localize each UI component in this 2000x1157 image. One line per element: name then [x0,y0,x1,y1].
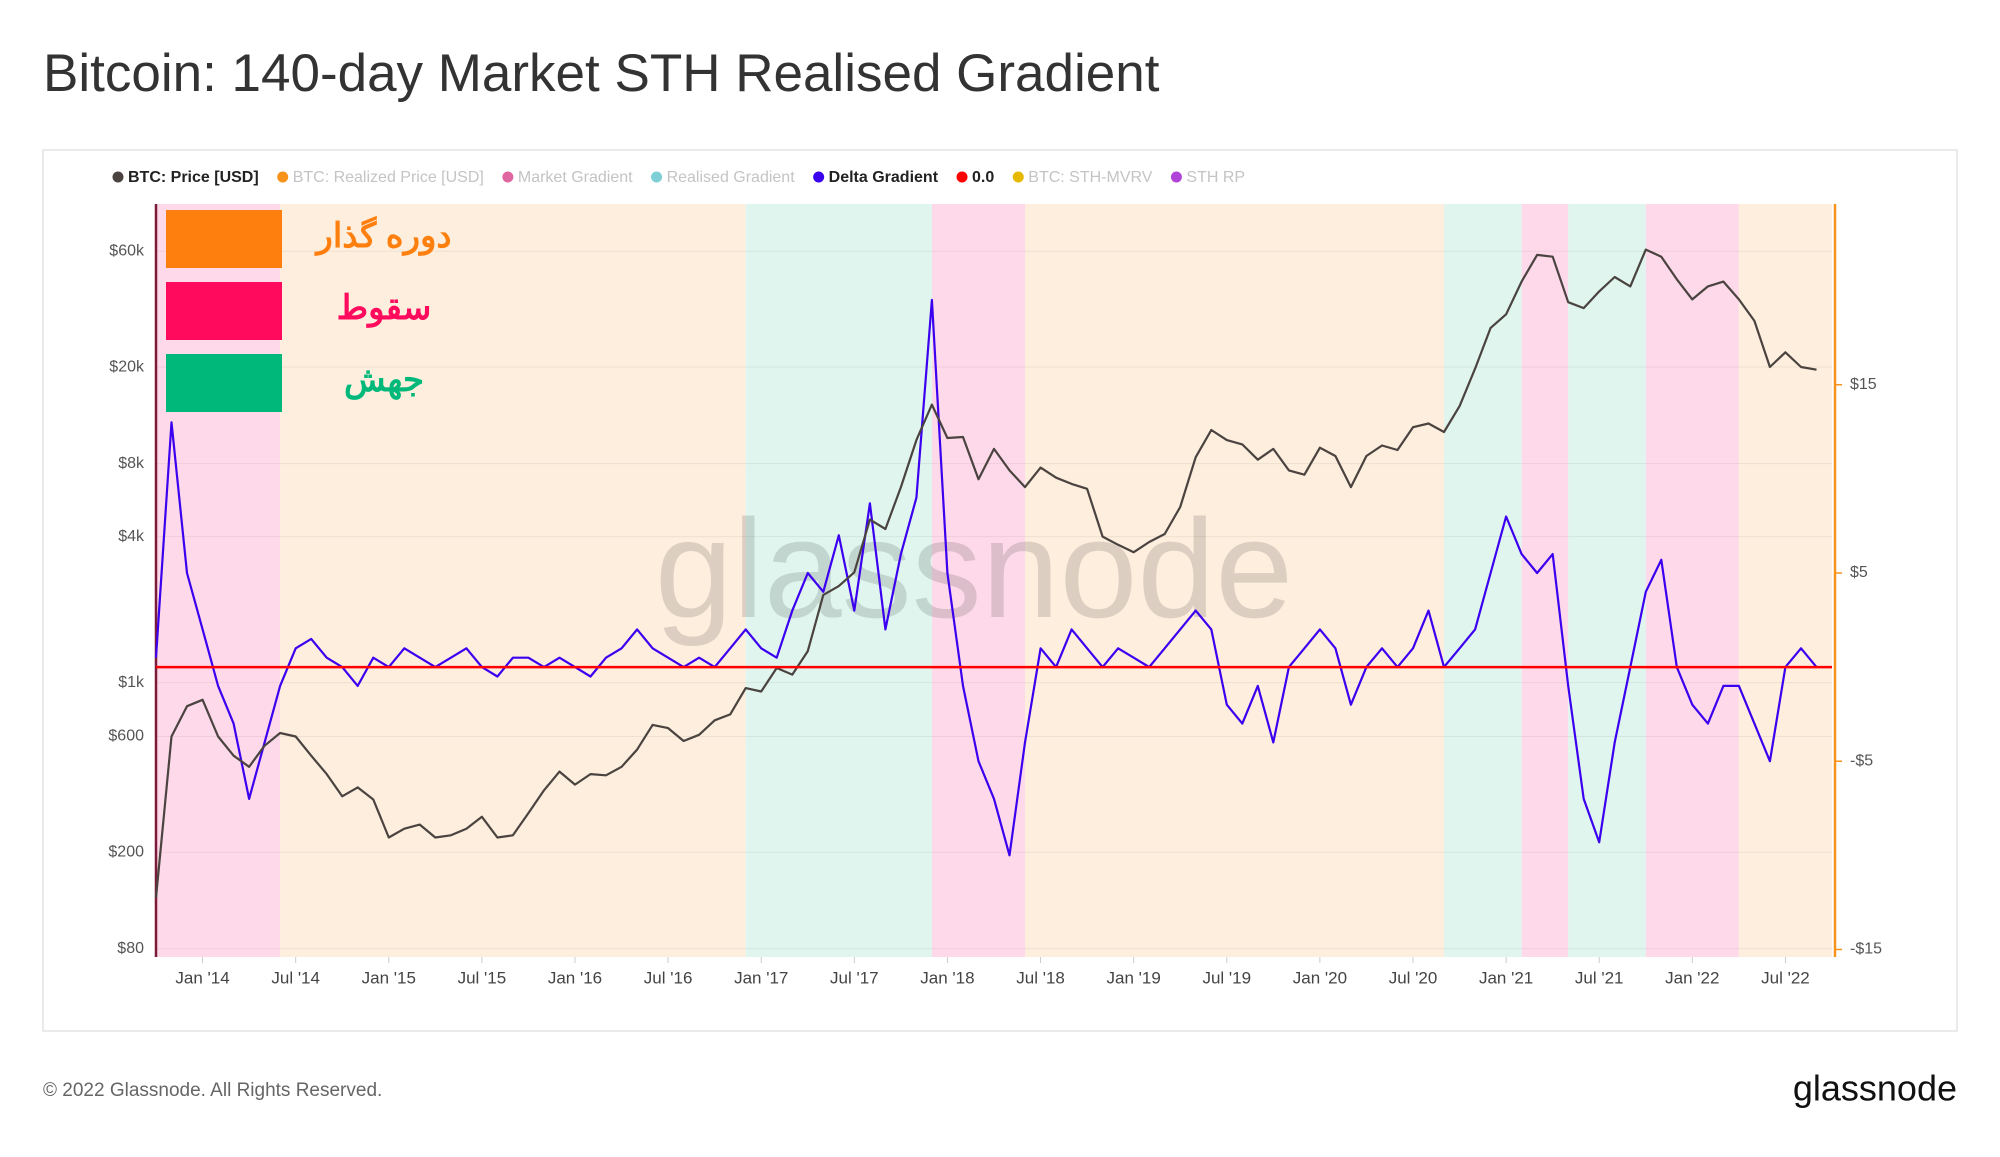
phase-region [1645,204,1739,957]
phase-region [1444,204,1522,957]
legend-label: BTC: Realized Price [USD] [293,169,484,186]
watermark: glassnode [655,490,1293,647]
x-tick-label: Jan '20 [1293,968,1347,987]
x-tick-label: Jul '18 [1016,968,1065,987]
legend-marker [502,171,514,183]
x-tick-label: Jan '16 [548,968,602,987]
y-tick-label: $600 [108,728,144,745]
logo: glassnode [1793,1068,1957,1109]
legend-marker [956,171,968,183]
y-tick-label: $1k [118,674,145,691]
phase-key-label: دوره گذار [314,215,451,256]
series-line [154,248,1817,898]
x-tick-label: Jul '17 [830,968,879,987]
y-tick-label: $8k [118,455,145,472]
y-tick-label: $80 [117,940,144,957]
phase-key-swatch [166,354,282,412]
x-tick-label: Jan '15 [362,968,416,987]
phase-key-swatch [166,210,282,268]
legend-marker [651,171,663,183]
y-tick-label: $200 [108,843,144,860]
series-line [154,298,1818,857]
y2-tick-label: -$5 [1850,752,1873,769]
phase-region [1025,204,1445,957]
phase-region [280,204,746,957]
x-tick-label: Jul '20 [1389,968,1438,987]
phase-region [745,204,932,957]
x-tick-label: Jul '22 [1761,968,1810,987]
page-title: Bitcoin: 140-day Market STH Realised Gra… [43,44,1160,103]
phase-region [1521,204,1569,957]
phase-key-swatch [166,282,282,340]
y-tick-label: $4k [118,528,145,545]
x-tick-label: Jul '15 [458,968,507,987]
legend-label: BTC: STH-MVRV [1028,169,1152,186]
x-tick-label: Jul '16 [644,968,693,987]
x-tick-label: Jul '21 [1575,968,1624,987]
x-tick-label: Jan '19 [1107,968,1161,987]
phase-region [1568,204,1646,957]
plot: glassnode $80 $200 $600 $1k $4k $8k $20k $60k -$1… [108,169,1882,987]
x-tick-label: Jan '21 [1479,968,1533,987]
legend-label: Market Gradient [518,169,633,186]
y2-tick-label: -$15 [1850,941,1882,958]
legend-marker [277,171,289,183]
legend-marker [1012,171,1024,183]
x-tick-label: Jan '14 [175,968,229,987]
y-tick-label: $60k [109,243,145,260]
x-tick-label: Jul '19 [1202,968,1251,987]
phase-key-label: جهش [344,361,424,400]
y2-tick-label: $5 [1850,564,1868,581]
x-tick-label: Jan '17 [734,968,788,987]
legend-marker [1170,171,1182,183]
x-tick-label: Jul '14 [271,968,320,987]
legend-label: STH RP [1186,169,1245,186]
legend-label: Realised Gradient [667,169,796,186]
legend-label: BTC: Price [USD] [128,169,259,186]
phase-key-label: سقوط [337,289,432,328]
x-tick-label: Jan '18 [920,968,974,987]
footer: © 2022 Glassnode. All Rights Reserved. [43,1080,382,1101]
y2-tick-label: $15 [1850,376,1877,393]
legend-marker [112,171,124,183]
phase-region [1738,204,1832,957]
x-tick-label: Jan '22 [1665,968,1719,987]
y-tick-label: $20k [109,358,145,375]
legend-label: Delta Gradient [829,169,939,186]
legend-marker [813,171,825,183]
legend-label: 0.0 [972,169,994,186]
